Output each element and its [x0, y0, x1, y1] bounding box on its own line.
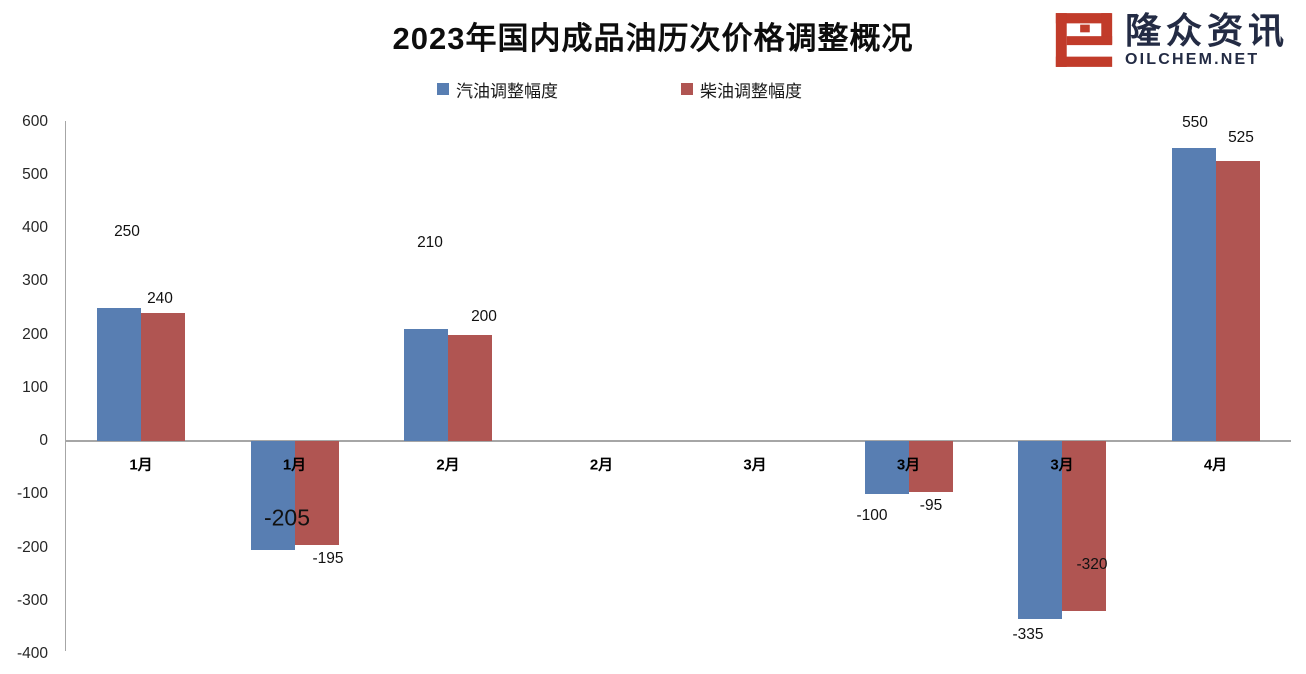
- value-label: -95: [919, 497, 943, 514]
- x-category-label: 4月: [1203, 456, 1228, 474]
- oilchem-logo: 隆众资讯 OILCHEM.NET: [1051, 8, 1289, 72]
- legend-label-diesel: 柴油调整幅度: [700, 81, 802, 101]
- y-tick-label: 400: [22, 219, 48, 236]
- legend-label-gasoline: 汽油调整幅度: [456, 81, 558, 101]
- y-tick-label: -200: [16, 538, 48, 556]
- bar-diesel-2: [448, 334, 492, 441]
- y-tick-label: 200: [22, 325, 48, 343]
- y-tick-label: 500: [22, 165, 48, 183]
- value-label: -205: [263, 504, 311, 531]
- bar-gasoline-6: [1018, 441, 1062, 620]
- bar-gasoline-5: [864, 441, 909, 495]
- y-tick-label: 300: [22, 272, 48, 290]
- x-category-label: 3月: [896, 456, 921, 474]
- y-tick-label: 0: [39, 432, 48, 449]
- chart-title: 2023年国内成品油历次价格调整概况: [392, 21, 914, 56]
- y-axis-line: [65, 121, 66, 651]
- value-label: -320: [1076, 556, 1108, 573]
- value-label: -195: [312, 550, 344, 567]
- y-tick-label: -100: [16, 485, 48, 503]
- value-label: 550: [1182, 114, 1208, 131]
- bar-gasoline-2: [404, 329, 448, 441]
- gasoline-swatch-icon: [437, 83, 449, 95]
- legend-item-gasoline: 汽油调整幅度: [437, 78, 558, 101]
- x-category-label: 1月: [282, 456, 307, 474]
- oilchem-logo-icon: [1055, 13, 1113, 67]
- y-tick-label: -400: [16, 645, 48, 662]
- y-tick-label: 600: [22, 112, 48, 130]
- bar-diesel-1: [294, 441, 339, 545]
- logo-brand-name: 隆众资讯: [1124, 9, 1289, 51]
- value-label: -335: [1012, 626, 1044, 643]
- y-tick-label: 100: [22, 378, 48, 396]
- legend: 汽油调整幅度 柴油调整幅度: [437, 78, 802, 101]
- bar-diesel-0: [141, 313, 185, 441]
- bar-diesel-6: [1062, 441, 1106, 612]
- value-label: 250: [114, 223, 140, 240]
- x-category-label: 2月: [436, 456, 460, 474]
- bar-gasoline-7: [1171, 148, 1216, 441]
- x-category-label: 1月: [129, 456, 153, 474]
- value-label: 200: [471, 308, 497, 325]
- legend-item-diesel: 柴油调整幅度: [681, 78, 802, 101]
- oilchem-logo-text: 隆众资讯 OILCHEM.NET: [1124, 9, 1289, 68]
- x-category-label: 2月: [589, 456, 614, 474]
- bar-gasoline-0: [97, 307, 141, 441]
- bar-gasoline-1: [250, 441, 295, 551]
- logo-domain: OILCHEM.NET: [1124, 50, 1260, 68]
- value-label: 525: [1228, 129, 1254, 146]
- x-category-label: 3月: [743, 456, 767, 474]
- x-category-label: 3月: [1050, 456, 1074, 474]
- value-label: 210: [417, 234, 443, 251]
- bar-diesel-7: [1215, 161, 1260, 441]
- x-axis-line: [65, 440, 1291, 442]
- diesel-swatch-icon: [681, 83, 693, 95]
- value-label: 240: [147, 290, 173, 307]
- value-label: -100: [856, 507, 888, 524]
- y-tick-label: -300: [16, 591, 48, 609]
- bar-diesel-5: [908, 441, 953, 492]
